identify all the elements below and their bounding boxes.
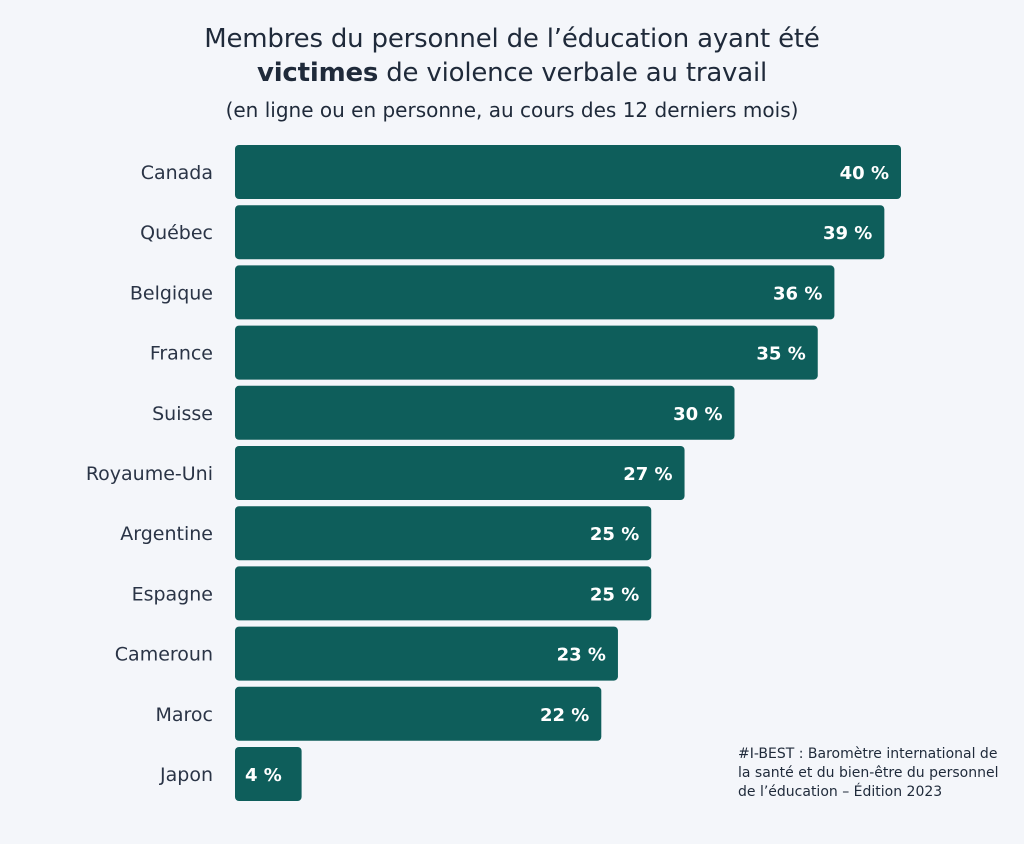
bar-3: [235, 325, 818, 380]
bar-4: [235, 385, 735, 440]
bar-7: [235, 566, 652, 621]
category-label: Argentine: [120, 523, 213, 545]
bar-10: [235, 747, 302, 801]
category-label: Belgique: [130, 282, 213, 304]
bar-9: [235, 686, 602, 741]
category-label: Maroc: [155, 704, 213, 726]
category-label: Canada: [141, 162, 213, 184]
chart-subtitle: (en ligne ou en personne, au cours des 1…: [225, 98, 799, 122]
category-label: Cameroun: [115, 644, 213, 666]
footnote-line-3: de l’éducation – Édition 2023: [738, 784, 943, 800]
category-label: Royaume-Uni: [86, 463, 213, 485]
bar-value-label: 39 %: [823, 223, 872, 244]
bar-value-label: 27 %: [623, 464, 672, 485]
category-label: Japon: [159, 764, 213, 786]
category-label: Québec: [140, 222, 213, 244]
bar-2: [235, 265, 835, 320]
bar-value-label: 23 %: [557, 645, 606, 666]
bar-value-label: 22 %: [540, 705, 589, 726]
bar-value-label: 36 %: [773, 283, 822, 304]
chart-title-emphasis: victimes: [256, 58, 379, 88]
bar-1: [235, 205, 885, 260]
bar-value-label: 25 %: [590, 524, 639, 545]
category-label: Suisse: [152, 403, 213, 425]
category-label: France: [150, 343, 213, 365]
chart-title-line-2-rest: de violence verbale au travail: [378, 58, 768, 88]
chart-title-line-2: victimes de violence verbale au travail: [0, 56, 1024, 90]
footnote-line-2: la santé et du bien-être du personnel: [738, 765, 999, 781]
chart-title-block: Membres du personnel de l’éducation ayan…: [0, 22, 1024, 124]
bar-value-label: 30 %: [673, 404, 722, 425]
bar-5: [235, 446, 685, 500]
source-footnote: #I-BEST : Baromètre international de la …: [738, 745, 1018, 802]
chart-title-line-1: Membres du personnel de l’éducation ayan…: [204, 24, 820, 54]
bar-6: [235, 506, 652, 561]
bar-8: [235, 626, 618, 681]
bar-value-label: 35 %: [756, 344, 805, 365]
bar-value-label: 4 %: [245, 765, 282, 786]
bar-value-label: 25 %: [590, 584, 639, 605]
bar-value-label: 40 %: [840, 163, 889, 184]
bar-0: [235, 145, 901, 199]
category-label: Espagne: [132, 583, 213, 605]
footnote-line-1: #I-BEST : Baromètre international de: [738, 746, 998, 762]
